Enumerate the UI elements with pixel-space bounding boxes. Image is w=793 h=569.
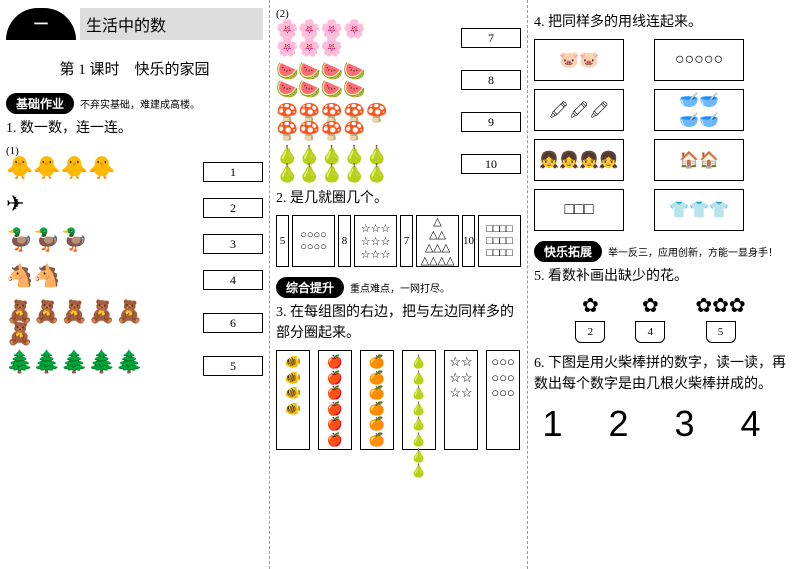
link-left: 🐷🐷 (534, 39, 624, 81)
q3-left: 🍊🍊🍊 🍊🍊🍊 (360, 350, 394, 450)
count-row: 🌲🌲🌲🌲🌲 5 (6, 351, 263, 381)
q1-title: 1. 数一数，连一连。 (6, 118, 263, 139)
q6-title: 6. 下图是用火柴棒拼的数字，读一读，再数出每个数字是由几根火柴棒拼成的。 (534, 353, 787, 395)
count-numbox: 1 (203, 162, 263, 182)
count-numbox: 4 (203, 270, 263, 290)
count-pics: 🧸🧸🧸🧸🧸 🧸 (6, 301, 195, 345)
ext-section-header: 快乐拓展 举一反三，应用创新，方能一显身手！ (534, 241, 787, 262)
count-row: 🍉🍉🍉🍉 🍉🍉🍉🍉 8 (276, 62, 521, 98)
count-pics: 🌲🌲🌲🌲🌲 (6, 351, 195, 381)
count-row: 🐥🐥🐥🐥 1 (6, 157, 263, 187)
count-row: 🍄🍄🍄🍄🍄 🍄🍄🍄🍄 9 (276, 104, 521, 140)
q3-right: ○○○ ○○○ ○○○ (486, 350, 520, 450)
ext-sub: 举一反三，应用创新，方能一显身手！ (608, 244, 778, 259)
flowers: ✿ (635, 293, 665, 321)
basic-badge: 基础作业 (6, 93, 74, 114)
q3-title: 3. 在每组图的右边，把与左边同样多的部分圈起来。 (276, 302, 521, 344)
comp-sub: 重点难点，一网打尽。 (350, 280, 450, 295)
column-1: 一 生活中的数 第 1 课时 快乐的家园 基础作业 不弃实基础，难建成高楼。 1… (0, 0, 270, 569)
count-pics: 🍐🍐🍐🍐🍐 🍐🍐🍐🍐🍐 (276, 146, 453, 182)
link-left: □□□ (534, 189, 624, 231)
flowerpot: ✿2 (575, 293, 605, 343)
chapter-num: 一 (34, 14, 48, 34)
q3-right: 🍎🍎 🍎🍎 🍎🍎 (318, 350, 352, 450)
count-row: ✈2 (6, 193, 263, 223)
count-numbox: 3 (203, 234, 263, 254)
count-numbox: 9 (461, 112, 521, 132)
link-row: 🖍🖍🖍 🥣🥣 🥣🥣 (534, 89, 787, 131)
link-row: 👧👧👧👧 🏠🏠 (534, 139, 787, 181)
link-row: □□□ 👕👕👕 (534, 189, 787, 231)
column-2: (2) 🌸🌸🌸🌸 🌸🌸🌸7🍉🍉🍉🍉 🍉🍉🍉🍉8🍄🍄🍄🍄🍄 🍄🍄🍄🍄9🍐🍐🍐🍐🍐 … (270, 0, 528, 569)
count-numbox: 8 (461, 70, 521, 90)
q3-row: 🐠🐠 🐠🐠🍎🍎 🍎🍎 🍎🍎🍊🍊🍊 🍊🍊🍊🍐🍐 🍐🍐 🍐🍐 🍐🍐☆☆ ☆☆ ☆☆○… (276, 350, 521, 450)
count-numbox: 6 (203, 313, 263, 333)
q4-title: 4. 把同样多的用线连起来。 (534, 12, 787, 33)
q2-shapes: ○○○○ ○○○○ (292, 215, 335, 267)
count-pics: 🐥🐥🐥🐥 (6, 157, 195, 187)
count-row: 🌸🌸🌸🌸 🌸🌸🌸 7 (276, 20, 521, 56)
count-pics: 🦆🦆🦆 (6, 229, 195, 259)
pot-icon: 2 (575, 321, 605, 343)
q3-right: 🍐🍐 🍐🍐 🍐🍐 🍐🍐 (402, 350, 436, 450)
count-numbox: 7 (461, 28, 521, 48)
q2-num: 8 (338, 215, 351, 267)
ext-badge: 快乐拓展 (534, 241, 602, 262)
comp-section-header: 综合提升 重点难点，一网打尽。 (276, 277, 521, 298)
flowerpot: ✿✿✿5 (695, 293, 745, 343)
q2-row: 5○○○○ ○○○○8☆☆☆ ☆☆☆ ☆☆☆7△ △△ △△△ △△△△10□□… (276, 215, 521, 267)
q2-shapes: ☆☆☆ ☆☆☆ ☆☆☆ (354, 215, 397, 267)
count-row: 🍐🍐🍐🍐🍐 🍐🍐🍐🍐🍐 10 (276, 146, 521, 182)
link-right: 🥣🥣 🥣🥣 (654, 89, 744, 131)
chapter-title: 生活中的数 (80, 8, 263, 40)
flowers: ✿✿✿ (695, 293, 745, 321)
link-left: 🖍🖍🖍 (534, 89, 624, 131)
q2-title: 2. 是几就圈几个。 (276, 188, 521, 209)
count-row: 🧸🧸🧸🧸🧸 🧸 6 (6, 301, 263, 345)
count-numbox: 5 (203, 356, 263, 376)
lesson-title: 第 1 课时 快乐的家园 (6, 58, 263, 79)
count-numbox: 10 (461, 154, 521, 174)
count-pics: 🐴🐴 (6, 265, 195, 295)
q2-shapes: △ △△ △△△ △△△△ (416, 215, 459, 267)
q2-num: 10 (462, 215, 475, 267)
basic-section-header: 基础作业 不弃实基础，难建成高楼。 (6, 93, 263, 114)
count-numbox: 2 (203, 198, 263, 218)
link-right: 👕👕👕 (654, 189, 744, 231)
column-3: 4. 把同样多的用线连起来。 🐷🐷 ○○○○○ 🖍🖍🖍 🥣🥣 🥣🥣 👧👧👧👧 🏠🏠 □□□ 👕… (528, 0, 793, 569)
q2-num: 5 (276, 215, 289, 267)
count-row: 🐴🐴 4 (6, 265, 263, 295)
count-pics: 🍉🍉🍉🍉 🍉🍉🍉🍉 (276, 62, 453, 98)
q2-num: 7 (400, 215, 413, 267)
q5-row: ✿2✿4✿✿✿5 (534, 293, 787, 343)
q5-title: 5. 看数补画出缺少的花。 (534, 266, 787, 287)
comp-badge: 综合提升 (276, 277, 344, 298)
basic-sub: 不弃实基础，难建成高楼。 (80, 96, 200, 111)
count-pics: 🌸🌸🌸🌸 🌸🌸🌸 (276, 20, 453, 56)
chapter-arc-icon: 一 (6, 8, 76, 40)
count-pics: 🍄🍄🍄🍄🍄 🍄🍄🍄🍄 (276, 104, 453, 140)
q3-left: ☆☆ ☆☆ ☆☆ (444, 350, 478, 450)
q2-shapes: □□□□ □□□□ □□□□ (478, 215, 521, 267)
chapter-header: 一 生活中的数 (6, 8, 263, 40)
count-row: 🦆🦆🦆 3 (6, 229, 263, 259)
link-left: 👧👧👧👧 (534, 139, 624, 181)
flowers: ✿ (575, 293, 605, 321)
flowerpot: ✿4 (635, 293, 665, 343)
link-row: 🐷🐷 ○○○○○ (534, 39, 787, 81)
pot-icon: 5 (706, 321, 736, 343)
pot-icon: 4 (635, 321, 665, 343)
matchstick-digits: 1 2 3 4 (534, 403, 787, 445)
q3-left: 🐠🐠 🐠🐠 (276, 350, 310, 450)
link-right: ○○○○○ (654, 39, 744, 81)
count-pics: ✈ (6, 193, 195, 223)
link-right: 🏠🏠 (654, 139, 744, 181)
